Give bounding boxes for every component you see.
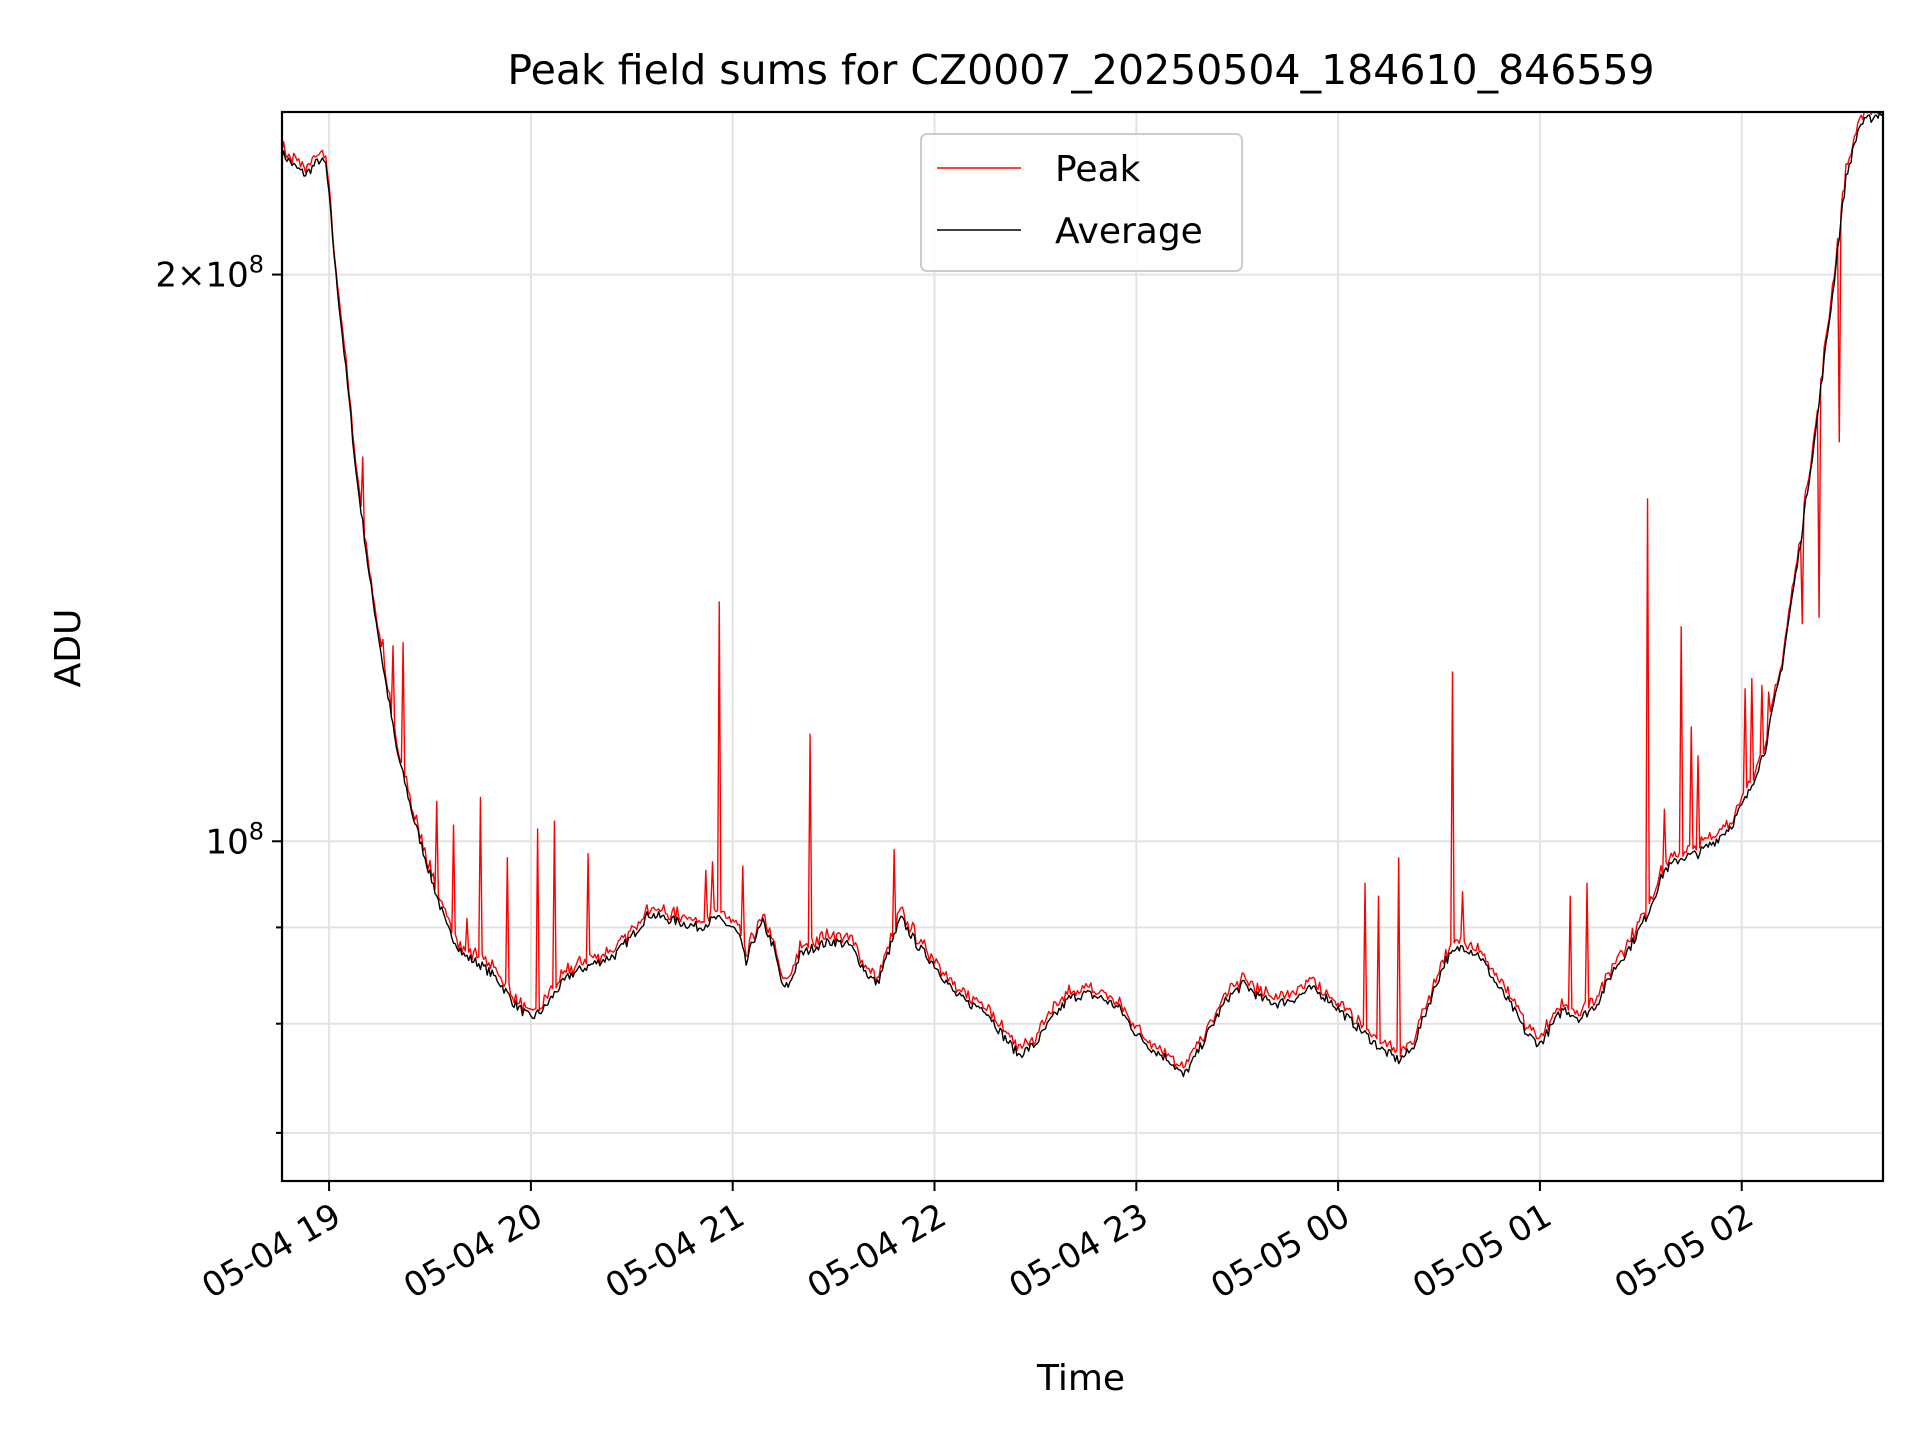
series-line-peak — [282, 112, 1879, 1069]
plot-lines — [282, 112, 1883, 1078]
series-line-average — [282, 112, 1883, 1078]
plot-frame — [280, 110, 1885, 1183]
y-axis: 2×108 108 — [155, 251, 282, 1134]
y-tick-label: 108 — [205, 817, 264, 862]
y-axis-label: ADU — [48, 609, 89, 688]
grid — [282, 112, 1883, 1181]
legend: Peak Average — [920, 133, 1243, 272]
legend-label-peak: Peak — [1055, 149, 1141, 190]
chart-title: Peak field sums for CZ0007_20250504_1846… — [507, 46, 1654, 94]
x-axis-label: Time — [1036, 1358, 1125, 1399]
legend-label-average: Average — [1055, 211, 1203, 252]
y-tick-label: 2×108 — [155, 251, 264, 296]
